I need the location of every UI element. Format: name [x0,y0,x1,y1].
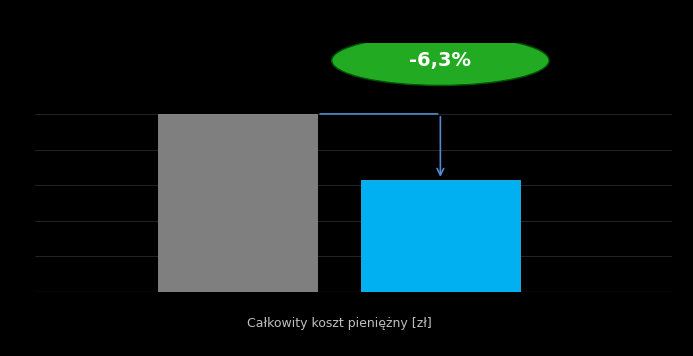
Bar [360,180,520,292]
Text: -6,3%: -6,3% [410,51,471,70]
Bar [158,114,317,292]
Text: Całkowity koszt pieniężny [zł]: Całkowity koszt pieniężny [zł] [247,317,431,330]
Ellipse shape [332,36,549,85]
